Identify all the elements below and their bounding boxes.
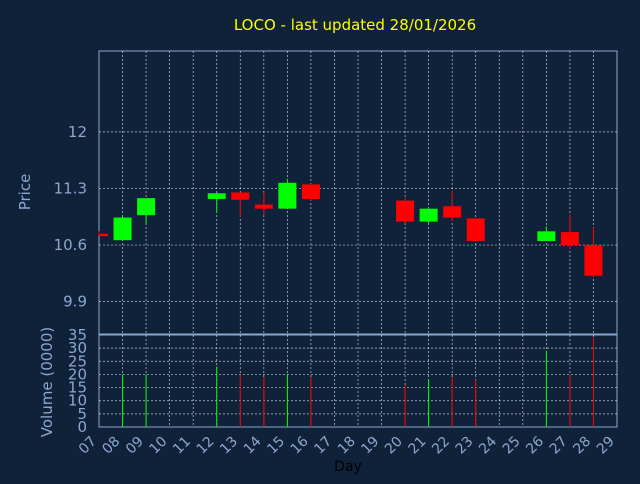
- candle-body: [560, 232, 579, 246]
- candles-layer: [98, 178, 603, 278]
- price-tick-label: 10.6: [54, 236, 87, 254]
- x-tick-label: 13: [217, 434, 241, 458]
- candle-body: [396, 200, 415, 222]
- axis-labels: 07 08 09 10 11 12 13 14 15 16 17 18 19 20 21 22 23 24 25 26…: [54, 123, 618, 458]
- candle-body: [207, 193, 226, 199]
- candle-body: [99, 233, 108, 237]
- x-tick-label: 07: [76, 434, 100, 458]
- price-axis-label: Price: [16, 174, 34, 211]
- x-tick-label: 16: [288, 433, 312, 457]
- price-tick-label: 11.3: [54, 179, 87, 197]
- x-tick-label: 15: [264, 434, 288, 458]
- x-tick-label: 25: [500, 434, 524, 458]
- candle-body: [584, 245, 603, 276]
- candle-body: [278, 182, 297, 209]
- volume-tick-label: 30: [68, 339, 87, 357]
- candle-body: [137, 198, 156, 216]
- x-tick-label: 28: [570, 434, 594, 458]
- x-tick-label: 18: [335, 434, 359, 458]
- x-tick-label: 26: [523, 433, 547, 457]
- volume-tick-label: 25: [68, 352, 87, 370]
- volume-tick-label: 20: [68, 365, 87, 383]
- x-tick-label: 08: [99, 434, 123, 458]
- candle-body: [113, 217, 132, 241]
- x-tick-label: 11: [170, 434, 194, 458]
- chart-title: LOCO - last updated 28/01/2026: [234, 16, 476, 34]
- x-axis-label: Day: [334, 459, 362, 475]
- x-tick-label: 21: [406, 434, 430, 458]
- x-tick-label: 10: [147, 434, 171, 458]
- x-tick-label: 23: [453, 434, 477, 458]
- volume-axis-label: Volume (0000): [38, 327, 56, 437]
- price-tick-label: 12: [68, 123, 87, 141]
- x-tick-label: 24: [476, 433, 500, 457]
- volume-grid: [98, 334, 618, 428]
- candle-body: [231, 192, 250, 200]
- candle-body: [419, 208, 438, 222]
- x-tick-label: 29: [594, 434, 618, 458]
- volume-tick-label: 10: [68, 392, 87, 410]
- x-tick-label: 12: [194, 434, 218, 458]
- x-tick-label: 09: [123, 434, 147, 458]
- candle-body: [443, 206, 462, 218]
- x-tick-label: 19: [358, 434, 382, 458]
- volume-tick-label: 0: [77, 418, 87, 436]
- x-tick-label: 17: [311, 434, 335, 458]
- volume-tick-label: 5: [77, 405, 87, 423]
- x-tick-label: 22: [429, 434, 453, 458]
- x-tick-label: 14: [241, 433, 265, 457]
- volume-tick-label: 35: [68, 326, 87, 344]
- price-grid: [98, 50, 618, 335]
- candle-body: [466, 218, 485, 242]
- x-tick-label: 20: [382, 434, 406, 458]
- volume-tick-label: 15: [68, 379, 87, 397]
- volume-layer: [122, 337, 594, 427]
- price-tick-label: 9.9: [63, 293, 87, 311]
- candle-body: [254, 204, 273, 209]
- x-tick-label: 27: [547, 434, 571, 458]
- candle-body: [301, 184, 320, 199]
- candle-body: [537, 231, 556, 242]
